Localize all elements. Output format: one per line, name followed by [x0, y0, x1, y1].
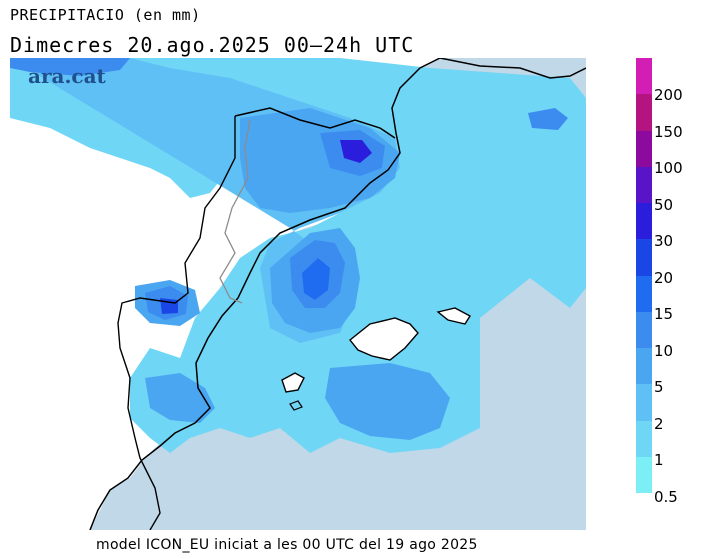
- legend-label: 50: [654, 195, 674, 214]
- color-legend: [636, 58, 652, 493]
- legend-swatch: [636, 58, 652, 95]
- island-ibiza: [281, 372, 305, 393]
- precipitation-map: [10, 58, 586, 530]
- legend-swatch: [636, 203, 652, 240]
- legend-label: 20: [654, 268, 674, 287]
- island-mallorca: [349, 317, 419, 361]
- rain-core-north-inner: [340, 140, 372, 163]
- legend-label: 100: [654, 159, 683, 177]
- legend-swatch: [636, 275, 652, 312]
- border-inner: [117, 116, 236, 530]
- legend-swatch: [636, 384, 652, 421]
- border-catalonia: [219, 119, 251, 304]
- ara-cat-logo: ara.cat: [28, 64, 106, 88]
- legend-label: 1: [654, 451, 664, 469]
- legend-label: 15: [654, 305, 674, 323]
- legend-label: 0.5: [654, 487, 678, 506]
- coastline: [89, 58, 441, 530]
- map-subtitle: Dimecres 20.ago.2025 00—24h UTC: [10, 33, 415, 57]
- legend-label: 2: [654, 414, 664, 433]
- legend-swatch: [636, 348, 652, 385]
- legend-label: 5: [654, 378, 664, 396]
- legend-swatch: [636, 130, 652, 167]
- legend-swatch: [636, 166, 652, 203]
- legend-label: 150: [654, 122, 683, 141]
- legend-label: 30: [654, 232, 674, 250]
- legend-label: 10: [654, 341, 674, 360]
- coastline-france: [439, 58, 586, 79]
- rain-core-ne: [528, 108, 568, 130]
- model-info-footer: model ICON_EU iniciat a les 00 UTC del 1…: [96, 537, 478, 553]
- rain-core-east-inner: [302, 258, 330, 300]
- legend-swatch: [636, 311, 652, 348]
- legend-swatch: [636, 94, 652, 131]
- rain-field-medium-4: [325, 363, 450, 440]
- legend-swatch: [636, 420, 652, 457]
- rain-core-west-inner: [160, 298, 178, 314]
- legend-swatch: [636, 239, 652, 276]
- legend-swatch: [636, 456, 652, 493]
- island-menorca: [436, 307, 471, 325]
- rain-top-left: [10, 58, 130, 76]
- island-formentera: [289, 400, 303, 411]
- border-france-spain: [234, 107, 396, 139]
- legend-label: 200: [654, 86, 683, 104]
- map-title: PRECIPITACIO (en mm): [10, 6, 201, 24]
